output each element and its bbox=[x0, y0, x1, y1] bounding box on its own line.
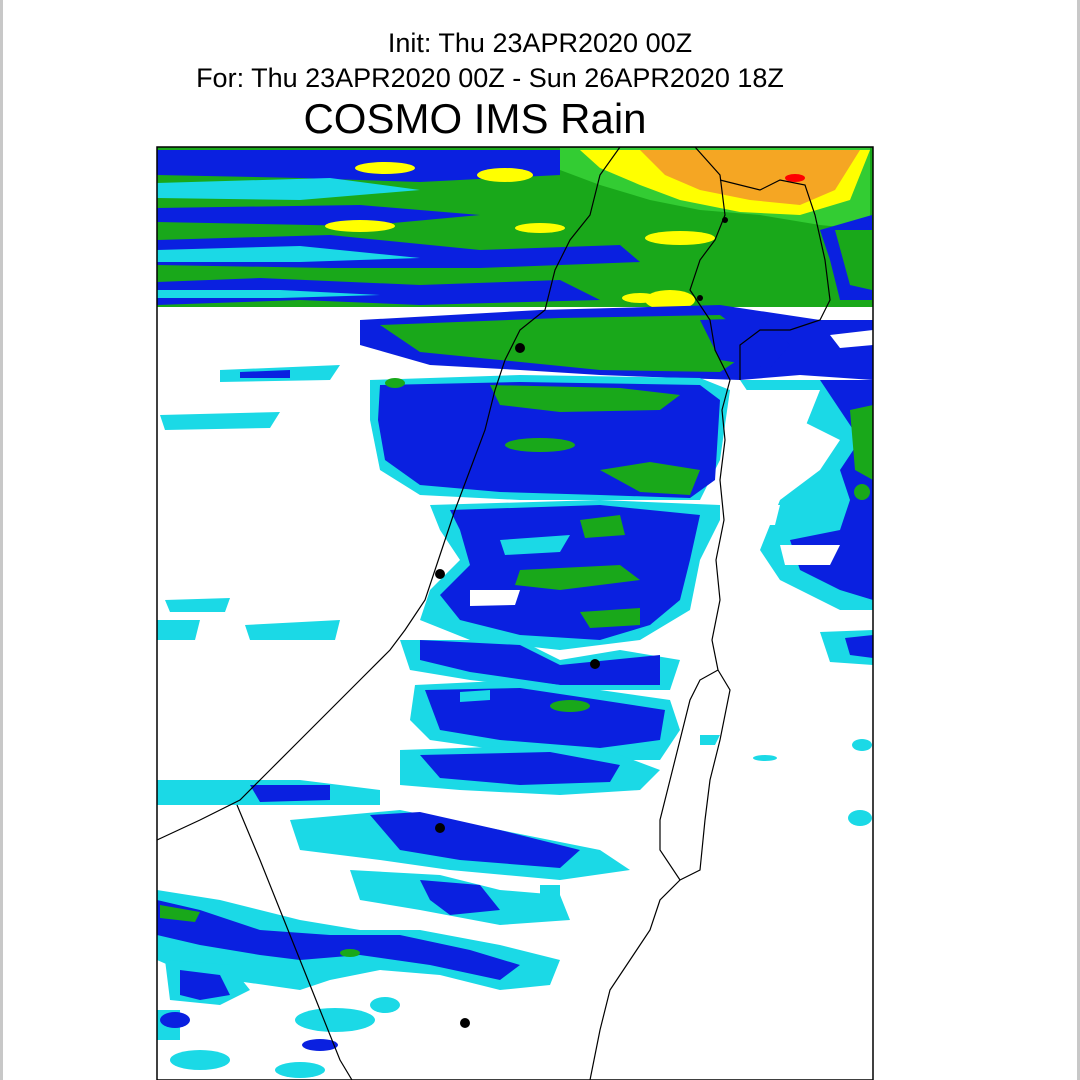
right-frame-edge bbox=[1077, 0, 1080, 1080]
forecast-period-label: For: Thu 23APR2020 00Z - Sun 26APR2020 1… bbox=[196, 63, 784, 93]
left-frame-edge bbox=[0, 0, 3, 1080]
city-marker bbox=[697, 295, 703, 301]
city-marker bbox=[435, 823, 445, 833]
city-marker bbox=[435, 569, 445, 579]
city-marker bbox=[460, 1018, 470, 1028]
rain-mid-bands bbox=[157, 500, 873, 826]
city-markers bbox=[435, 217, 728, 1028]
init-time-label: Init: Thu 23APR2020 00Z bbox=[387, 28, 693, 58]
city-marker bbox=[722, 217, 728, 223]
border-lines bbox=[157, 147, 831, 1080]
map-title: COSMO IMS Rain bbox=[303, 95, 647, 142]
map-frame bbox=[156, 146, 874, 1080]
rain-south-bands bbox=[157, 780, 630, 1078]
rain-central-band bbox=[160, 305, 873, 610]
city-marker bbox=[515, 343, 525, 353]
city-marker bbox=[590, 659, 600, 669]
rain-field bbox=[157, 147, 873, 1080]
rain-north-band bbox=[157, 147, 873, 310]
